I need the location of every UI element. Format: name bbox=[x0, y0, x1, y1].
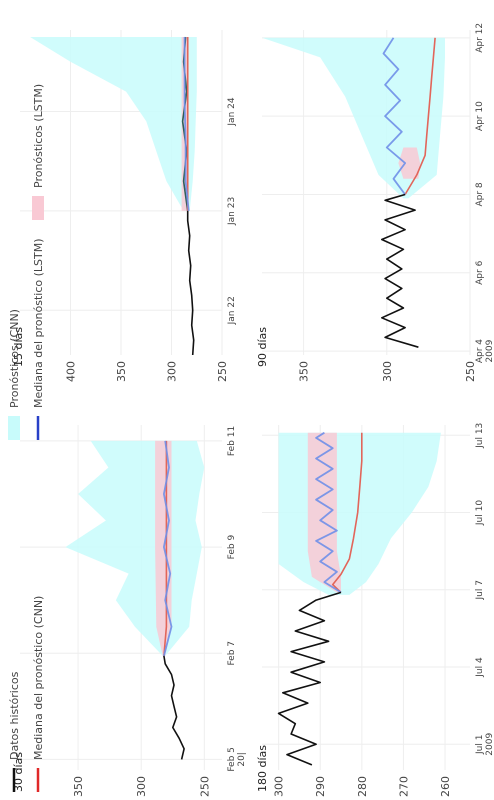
legend-item: Pronósticos (LSTM) bbox=[32, 84, 45, 220]
history-line bbox=[380, 193, 419, 348]
legend: Datos históricos Mediana del pronóstico (… bbox=[8, 84, 45, 792]
cnn-forecast-band bbox=[278, 432, 441, 595]
legend-item: Mediana del pronóstico (CNN) bbox=[32, 596, 45, 792]
y-tick-label: 350 bbox=[298, 361, 311, 382]
x-tick-label: Apr 8 bbox=[475, 182, 485, 206]
legend-label: Pronósticos (LSTM) bbox=[32, 84, 45, 188]
panel-title: 15 días bbox=[12, 327, 25, 367]
x-tick-label: Jan 23 bbox=[227, 197, 237, 226]
x-tick-label: Jul 1 bbox=[475, 735, 485, 755]
lstm-median-line bbox=[183, 37, 190, 211]
lstm-forecast-band bbox=[398, 147, 421, 179]
cnn-forecast-band bbox=[30, 37, 197, 211]
x-tick-label: Jul 4 bbox=[475, 657, 485, 678]
history-line bbox=[163, 655, 185, 760]
x-tick-label: Apr 12 bbox=[475, 23, 485, 53]
x-tick-label: Feb 9 bbox=[227, 535, 237, 560]
lstm-median-line bbox=[315, 431, 342, 594]
y-tick-label: 260 bbox=[439, 776, 452, 797]
x-tick-label: Jan 24 bbox=[227, 97, 237, 126]
y-tick-label: 300 bbox=[135, 776, 148, 797]
y-tick-label: 400 bbox=[65, 361, 78, 382]
legend-label: Mediana del pronóstico (CNN) bbox=[32, 596, 45, 760]
y-tick-label: 280 bbox=[356, 776, 369, 797]
cnn-median-line bbox=[404, 37, 436, 195]
lstm-forecast-band bbox=[307, 432, 341, 593]
panel-title: 90 días bbox=[256, 327, 269, 367]
y-tick-label: 270 bbox=[397, 776, 410, 797]
legend-label: Pronósticos (CNN) bbox=[8, 309, 21, 408]
y-tick-label: 300 bbox=[381, 361, 394, 382]
x-tick-label: 2009 bbox=[485, 733, 494, 756]
x-tick-label: Apr 6 bbox=[475, 260, 485, 284]
x-tick-label: Jan 22 bbox=[227, 296, 237, 325]
cnn-median-line bbox=[331, 432, 363, 593]
x-tick-label: 2009 bbox=[485, 339, 494, 362]
lstm-median-line bbox=[382, 37, 407, 196]
y-tick-label: 250 bbox=[198, 776, 211, 797]
x-tick-label: Apr 4 bbox=[475, 339, 485, 363]
x-tick-label: Jul 13 bbox=[475, 423, 485, 449]
x-tick-label: Feb 11 bbox=[227, 426, 237, 456]
history-continuation-line bbox=[181, 36, 189, 212]
lstm-median-line bbox=[162, 440, 173, 657]
y-tick-label: 290 bbox=[314, 776, 327, 797]
x-tick-label: Feb 7 bbox=[227, 641, 237, 666]
y-tick-label: 300 bbox=[166, 361, 179, 382]
x-tick-label: Feb 5 bbox=[227, 747, 237, 772]
y-tick-label: 350 bbox=[72, 776, 85, 797]
y-tick-label: 350 bbox=[115, 361, 128, 382]
chart-panel-2: Apr 4 2009 Apr 6 Apr 8 Apr 10 Apr 12 250 300 350… bbox=[256, 23, 494, 382]
cnn-median-line bbox=[163, 440, 168, 656]
y-tick-label: 250 bbox=[216, 361, 229, 382]
x-tick-label: Apr 10 bbox=[475, 101, 485, 131]
history-line bbox=[186, 210, 195, 356]
x-tick-label: 20| bbox=[237, 752, 247, 766]
x-tick-label: Jul 10 bbox=[475, 500, 485, 526]
legend-item: Mediana del pronóstico (LSTM) bbox=[32, 238, 45, 440]
cnn-forecast-band bbox=[65, 440, 205, 656]
legend-swatch bbox=[8, 416, 20, 440]
x-tick-label: Jul 7 bbox=[475, 580, 485, 600]
history-line bbox=[277, 591, 342, 766]
y-tick-label: 300 bbox=[273, 776, 286, 797]
legend-label: Datos históricos bbox=[8, 671, 21, 760]
legend-swatch bbox=[32, 196, 44, 220]
legend-label: Mediana del pronóstico (LSTM) bbox=[32, 238, 45, 408]
chart-panel-4: Jan 22 Jan 23 Jan 24 250 300 350 400 15 días bbox=[12, 30, 237, 382]
legend-item: Pronósticos (CNN) bbox=[8, 309, 21, 440]
chart-panel-1: Jul 1 2009 Jul 4 Jul 7 Jul 10 Jul 13 260 270 280… bbox=[256, 423, 494, 797]
legend-item: Datos históricos bbox=[8, 671, 21, 792]
panel-title: 180 días bbox=[256, 745, 269, 792]
y-tick-label: 250 bbox=[464, 361, 477, 382]
